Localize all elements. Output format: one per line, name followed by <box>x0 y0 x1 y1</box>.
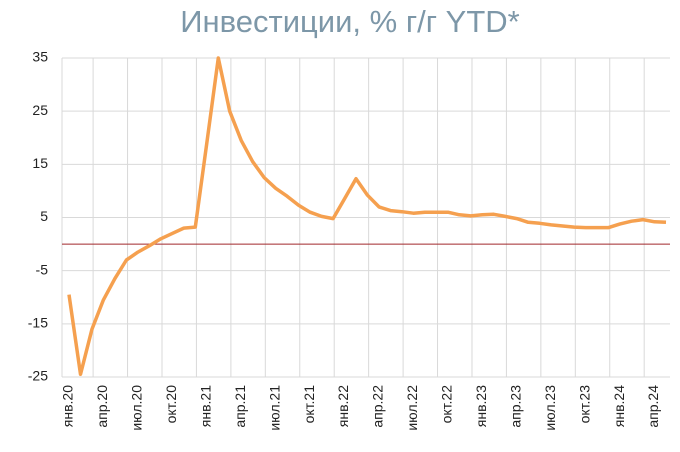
x-tick-label: янв.21 <box>197 385 213 427</box>
x-tick-label: июл.23 <box>542 385 558 431</box>
y-tick-label: -25 <box>28 368 48 384</box>
x-tick-label: июл.21 <box>266 385 282 431</box>
x-tick-label: окт.22 <box>439 385 455 424</box>
x-tick-label: янв.22 <box>335 385 351 427</box>
x-tick-label: апр.22 <box>370 385 386 428</box>
chart-title: Инвестиции, % г/г YTD* <box>180 4 519 39</box>
x-tick-label: апр.23 <box>507 385 523 428</box>
y-tick-label: 25 <box>32 102 48 118</box>
y-tick-label: 5 <box>40 208 48 224</box>
x-tick-label: янв.24 <box>611 385 627 427</box>
x-tick-label: окт.21 <box>301 385 317 424</box>
x-tick-label: янв.20 <box>60 385 76 427</box>
y-tick-label: 35 <box>32 49 48 65</box>
y-tick-label: 15 <box>32 155 48 171</box>
y-tick-label: -5 <box>36 261 49 277</box>
series-line <box>67 56 667 377</box>
x-tick-label: янв.23 <box>473 385 489 427</box>
x-tick-label: июл.22 <box>404 385 420 431</box>
y-tick-label: -15 <box>28 315 48 331</box>
x-tick-label: апр.20 <box>94 385 110 428</box>
x-tick-label: окт.20 <box>163 385 179 424</box>
x-tick-label: июл.20 <box>129 385 145 431</box>
x-tick-label: окт.23 <box>576 385 592 424</box>
x-tick-label: апр.24 <box>645 385 661 428</box>
x-tick-label: апр.21 <box>232 385 248 428</box>
